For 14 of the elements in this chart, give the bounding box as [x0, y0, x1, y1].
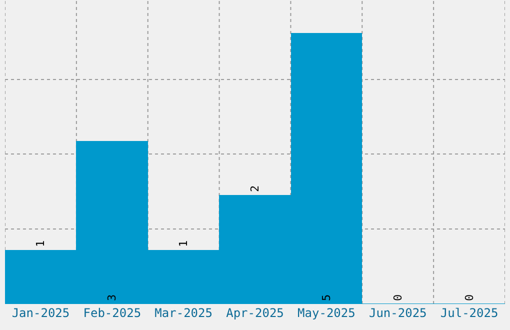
- x-tick-label: May-2025: [298, 306, 356, 320]
- data-label: 1: [177, 240, 190, 247]
- data-label: 1: [34, 240, 47, 247]
- x-tick-label: Jul-2025: [440, 306, 498, 320]
- data-label: 2: [248, 185, 262, 192]
- data-label: 5: [320, 294, 333, 301]
- x-tick-label: Mar-2025: [154, 306, 212, 320]
- x-tick-label: Jan-2025: [12, 306, 70, 320]
- x-tick-label: Jun-2025: [368, 306, 427, 320]
- x-tick-label: Apr-2025: [226, 306, 284, 320]
- data-label: 0: [463, 294, 476, 301]
- x-tick-label: Feb-2025: [83, 306, 142, 320]
- data-label: 0: [392, 294, 404, 301]
- data-label: 3: [106, 294, 118, 301]
